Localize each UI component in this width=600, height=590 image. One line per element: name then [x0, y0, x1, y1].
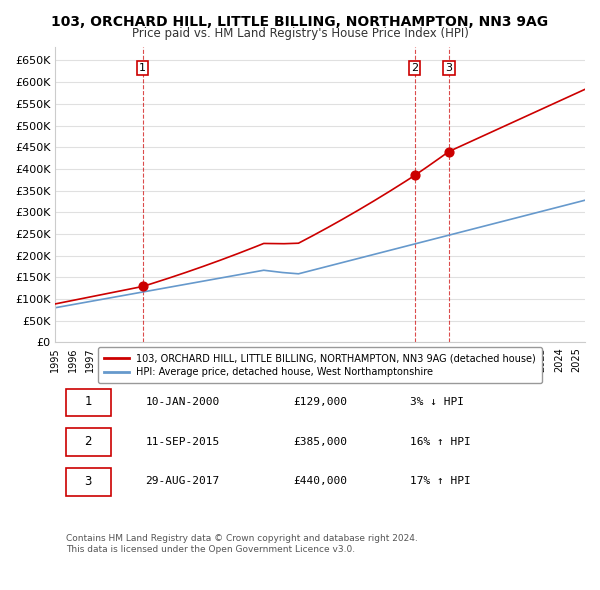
- Text: 1: 1: [85, 395, 92, 408]
- Point: [410, 171, 419, 180]
- Text: 2: 2: [411, 63, 418, 73]
- FancyBboxPatch shape: [66, 428, 111, 456]
- FancyBboxPatch shape: [66, 388, 111, 416]
- Text: Price paid vs. HM Land Registry's House Price Index (HPI): Price paid vs. HM Land Registry's House …: [131, 27, 469, 40]
- Text: 103, ORCHARD HILL, LITTLE BILLING, NORTHAMPTON, NN3 9AG: 103, ORCHARD HILL, LITTLE BILLING, NORTH…: [52, 15, 548, 29]
- Text: £385,000: £385,000: [293, 437, 347, 447]
- Text: £440,000: £440,000: [293, 476, 347, 486]
- Text: 3: 3: [445, 63, 452, 73]
- Text: 10-JAN-2000: 10-JAN-2000: [145, 397, 220, 407]
- Text: £129,000: £129,000: [293, 397, 347, 407]
- Text: 16% ↑ HPI: 16% ↑ HPI: [410, 437, 471, 447]
- Text: 11-SEP-2015: 11-SEP-2015: [145, 437, 220, 447]
- Point: [444, 147, 454, 156]
- Text: 3: 3: [85, 475, 92, 488]
- Point: [138, 282, 148, 291]
- FancyBboxPatch shape: [66, 468, 111, 496]
- Text: 17% ↑ HPI: 17% ↑ HPI: [410, 476, 471, 486]
- Text: 2: 2: [85, 435, 92, 448]
- Legend: 103, ORCHARD HILL, LITTLE BILLING, NORTHAMPTON, NN3 9AG (detached house), HPI: A: 103, ORCHARD HILL, LITTLE BILLING, NORTH…: [98, 348, 542, 383]
- Text: Contains HM Land Registry data © Crown copyright and database right 2024.
This d: Contains HM Land Registry data © Crown c…: [66, 534, 418, 553]
- Text: 29-AUG-2017: 29-AUG-2017: [145, 476, 220, 486]
- Text: 1: 1: [139, 63, 146, 73]
- Text: 3% ↓ HPI: 3% ↓ HPI: [410, 397, 464, 407]
